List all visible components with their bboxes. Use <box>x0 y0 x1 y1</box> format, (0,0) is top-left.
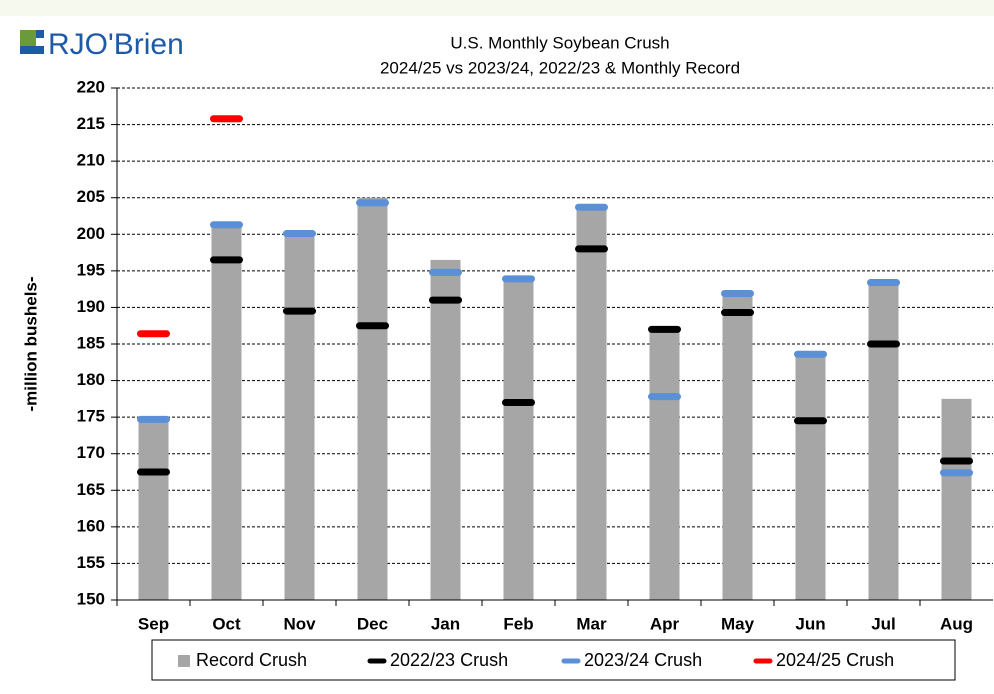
y-tick-label: 190 <box>77 297 105 316</box>
x-tick-label: Sep <box>138 614 169 633</box>
y-tick-label: 200 <box>77 224 105 243</box>
bar <box>941 398 972 600</box>
x-tick-label: Jul <box>871 614 896 633</box>
logo: RJO'Brien <box>20 28 184 61</box>
chart-title: U.S. Monthly Soybean Crush <box>450 33 669 52</box>
y-tick-label: 185 <box>77 333 105 352</box>
bar <box>357 197 388 600</box>
y-axis-label: -million bushels- <box>21 276 40 411</box>
bar <box>795 351 826 600</box>
legend-label: Record Crush <box>196 650 307 670</box>
y-tick-label: 180 <box>77 370 105 389</box>
x-tick-label: Oct <box>212 614 241 633</box>
bar <box>576 205 607 600</box>
legend-label: 2022/23 Crush <box>390 650 508 670</box>
x-tick-label: Feb <box>503 614 533 633</box>
y-tick-label: 175 <box>77 407 105 426</box>
brand: RJO'Brien <box>48 28 184 61</box>
bar <box>649 329 680 600</box>
x-tick-label: Mar <box>576 614 607 633</box>
x-tick-label: Jan <box>431 614 460 633</box>
top-band <box>0 0 994 16</box>
bar <box>138 417 169 600</box>
y-tick-label: 220 <box>77 77 105 96</box>
y-tick-label: 155 <box>77 553 105 572</box>
legend-label: 2023/24 Crush <box>584 650 702 670</box>
x-tick-label: Apr <box>650 614 680 633</box>
y-tick-label: 160 <box>77 516 105 535</box>
x-tick-label: Jun <box>795 614 825 633</box>
bar <box>430 259 461 600</box>
x-tick-label: May <box>721 614 755 633</box>
bar <box>503 278 534 600</box>
y-tick-label: 205 <box>77 187 105 206</box>
bar <box>868 281 899 600</box>
chart-subtitle: 2024/25 vs 2023/24, 2022/23 & Monthly Re… <box>380 58 740 77</box>
bar <box>284 234 315 601</box>
x-tick-label: Nov <box>283 614 316 633</box>
bar <box>722 292 753 600</box>
y-tick-label: 170 <box>77 443 105 462</box>
y-tick-label: 195 <box>77 260 105 279</box>
y-tick-label: 150 <box>77 589 105 608</box>
legend-swatch <box>178 655 190 667</box>
y-tick-label: 165 <box>77 480 105 499</box>
legend-label: 2024/25 Crush <box>776 650 894 670</box>
x-tick-label: Dec <box>357 614 388 633</box>
legend-box <box>151 639 956 681</box>
x-tick-label: Aug <box>940 614 973 633</box>
bar <box>211 223 242 601</box>
y-tick-label: 215 <box>77 114 105 133</box>
y-tick-label: 210 <box>77 151 105 170</box>
